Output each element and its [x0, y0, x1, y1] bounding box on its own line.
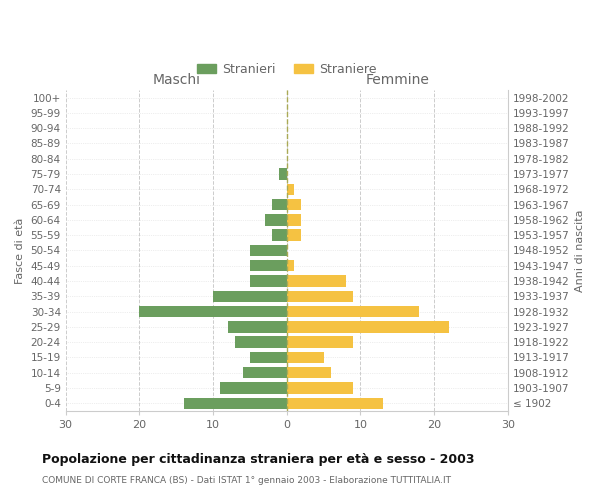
- Bar: [228, 321, 287, 332]
- Bar: [287, 336, 353, 348]
- Bar: [287, 230, 301, 241]
- Bar: [287, 367, 331, 378]
- Bar: [265, 214, 287, 226]
- Legend: Stranieri, Straniere: Stranieri, Straniere: [192, 58, 382, 80]
- Bar: [250, 244, 287, 256]
- Bar: [287, 352, 323, 363]
- Bar: [287, 199, 301, 210]
- Bar: [287, 260, 294, 272]
- Text: Popolazione per cittadinanza straniera per età e sesso - 2003: Popolazione per cittadinanza straniera p…: [42, 452, 475, 466]
- Bar: [250, 352, 287, 363]
- Bar: [272, 230, 287, 241]
- Bar: [272, 199, 287, 210]
- Bar: [139, 306, 287, 318]
- Bar: [287, 306, 419, 318]
- Bar: [287, 214, 301, 226]
- Bar: [184, 398, 287, 409]
- Bar: [235, 336, 287, 348]
- Bar: [213, 290, 287, 302]
- Y-axis label: Fasce di età: Fasce di età: [15, 218, 25, 284]
- Bar: [280, 168, 287, 180]
- Bar: [220, 382, 287, 394]
- Bar: [287, 290, 353, 302]
- Bar: [250, 276, 287, 287]
- Text: COMUNE DI CORTE FRANCA (BS) - Dati ISTAT 1° gennaio 2003 - Elaborazione TUTTITAL: COMUNE DI CORTE FRANCA (BS) - Dati ISTAT…: [42, 476, 451, 485]
- Bar: [242, 367, 287, 378]
- Bar: [287, 321, 449, 332]
- Text: Femmine: Femmine: [365, 73, 429, 87]
- Bar: [250, 260, 287, 272]
- Y-axis label: Anni di nascita: Anni di nascita: [575, 209, 585, 292]
- Bar: [287, 382, 353, 394]
- Bar: [287, 184, 294, 195]
- Text: Maschi: Maschi: [152, 73, 200, 87]
- Bar: [287, 398, 383, 409]
- Bar: [287, 276, 346, 287]
